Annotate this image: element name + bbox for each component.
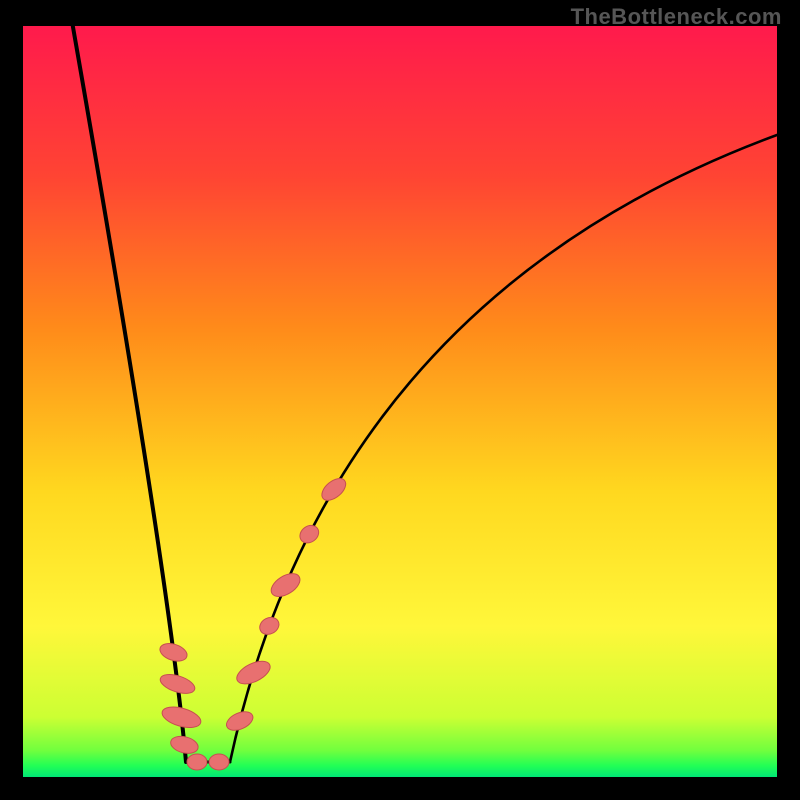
curve-marker [209,754,229,770]
watermark-text: TheBottleneck.com [571,4,782,30]
chart-container: TheBottleneck.com [0,0,800,800]
curve-marker [187,754,207,770]
chart-svg [0,0,800,800]
